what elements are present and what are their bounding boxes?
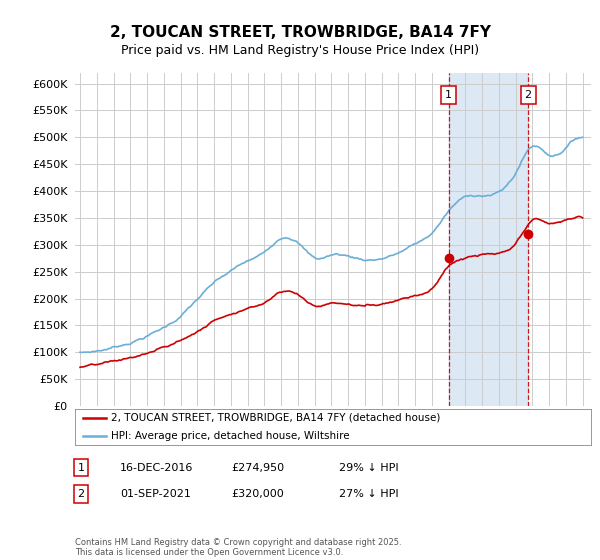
Text: 2, TOUCAN STREET, TROWBRIDGE, BA14 7FY: 2, TOUCAN STREET, TROWBRIDGE, BA14 7FY — [110, 25, 491, 40]
Text: Price paid vs. HM Land Registry's House Price Index (HPI): Price paid vs. HM Land Registry's House … — [121, 44, 479, 57]
Text: 16-DEC-2016: 16-DEC-2016 — [120, 463, 193, 473]
Text: 27% ↓ HPI: 27% ↓ HPI — [339, 489, 398, 499]
Text: 29% ↓ HPI: 29% ↓ HPI — [339, 463, 398, 473]
Text: 1: 1 — [77, 463, 85, 473]
Text: 01-SEP-2021: 01-SEP-2021 — [120, 489, 191, 499]
Text: £274,950: £274,950 — [231, 463, 284, 473]
Bar — [449, 73, 528, 406]
Text: £320,000: £320,000 — [231, 489, 284, 499]
Text: Contains HM Land Registry data © Crown copyright and database right 2025.
This d: Contains HM Land Registry data © Crown c… — [75, 538, 401, 557]
Text: 2: 2 — [524, 90, 532, 100]
Text: 2: 2 — [77, 489, 85, 499]
Text: HPI: Average price, detached house, Wiltshire: HPI: Average price, detached house, Wilt… — [111, 431, 350, 441]
Text: 2, TOUCAN STREET, TROWBRIDGE, BA14 7FY (detached house): 2, TOUCAN STREET, TROWBRIDGE, BA14 7FY (… — [111, 413, 440, 423]
Text: 1: 1 — [445, 90, 452, 100]
